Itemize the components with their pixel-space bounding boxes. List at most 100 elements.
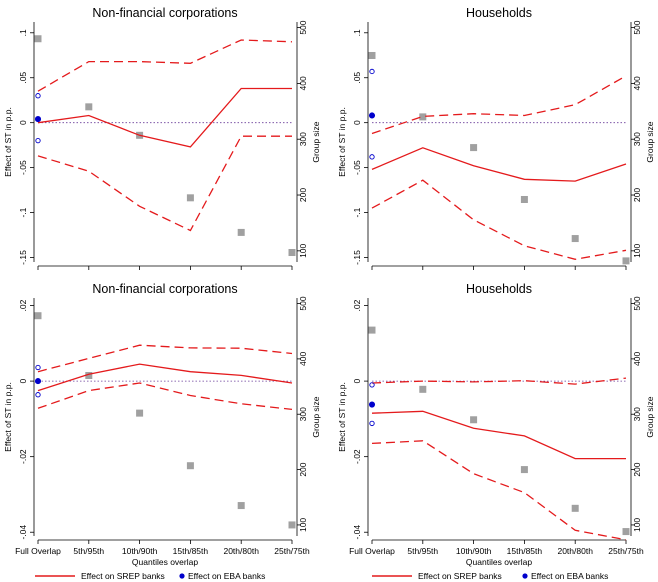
- srep-upper-ci-line: [37, 344, 293, 373]
- y2-tick-label: 300: [298, 132, 308, 146]
- srep-lower-ci-line: [37, 135, 292, 232]
- y-tick-label: 0: [18, 120, 28, 125]
- y2-tick-label: 400: [632, 352, 642, 366]
- x-tick-label: 15th/85th: [173, 546, 209, 556]
- eba-effect-point: [368, 112, 376, 119]
- y-axis-label: Effect of ST in p.p.: [3, 107, 13, 177]
- x-tick-label: Full Overlap: [15, 546, 61, 556]
- group-size-marker: [622, 528, 630, 536]
- srep-upper-ci-line: [371, 377, 627, 385]
- y2-tick-label: 500: [632, 296, 642, 310]
- y-tick-label: 0: [18, 378, 28, 383]
- eba-ci-point: [369, 420, 375, 427]
- y-axis-label: Effect of ST in p.p.: [337, 107, 347, 177]
- x-tick-label: 15th/85th: [507, 546, 543, 556]
- y2-tick-label: 200: [298, 462, 308, 476]
- y2-tick-label: 100: [298, 518, 308, 532]
- y2-tick-label: 500: [632, 20, 642, 34]
- srep-effect-line: [371, 410, 626, 460]
- eba-ci-point: [35, 364, 41, 371]
- group-size-marker: [186, 194, 194, 202]
- group-size-marker: [520, 466, 528, 474]
- x-tick-label: 25th/75th: [608, 546, 644, 556]
- group-size-marker: [237, 228, 245, 236]
- chart-panel-4: Households .02 0 -.02 -.04 Effect of ST in p.…: [337, 282, 655, 567]
- y2-axis-label: Group size: [311, 121, 321, 162]
- chart-panel-1: Non-financial corporations .1 .05 0 -.05 -.1 -…: [3, 6, 321, 270]
- y2-tick-label: 400: [632, 76, 642, 90]
- group-size-marker: [237, 502, 245, 510]
- legend-eba-label: Effect on EBA banks: [531, 571, 608, 581]
- group-size-marker: [470, 144, 478, 152]
- x-tick-label: 5th/95th: [407, 546, 438, 556]
- eba-ci-point: [35, 93, 41, 99]
- srep-lower-ci-line: [371, 440, 627, 541]
- group-size-marker: [520, 195, 528, 203]
- chart-panel-3: Non-financial corporations .02 0 -.02 -.04 Ef…: [3, 282, 321, 567]
- y2-tick-label: 400: [298, 352, 308, 366]
- y-tick-label: -.02: [18, 449, 28, 464]
- y2-tick-label: 300: [298, 407, 308, 421]
- eba-effect-point: [368, 401, 376, 408]
- y2-tick-label: 200: [298, 188, 308, 202]
- y-tick-label: -.15: [352, 250, 362, 265]
- chart-title: Non-financial corporations: [92, 282, 237, 296]
- y-tick-label: -.15: [18, 250, 28, 265]
- group-size-marker: [186, 462, 194, 470]
- eba-ci-point: [369, 154, 375, 160]
- x-tick-label: 5th/95th: [73, 546, 104, 556]
- chart-title: Households: [466, 6, 532, 20]
- group-size-marker: [85, 103, 93, 111]
- legend-left: Effect on SREP banks Effect on EBA banks: [35, 571, 265, 581]
- chart-title: Non-financial corporations: [92, 6, 237, 20]
- y-tick-label: .02: [352, 299, 362, 311]
- y-tick-label: .02: [18, 299, 28, 311]
- y2-tick-label: 100: [298, 243, 308, 257]
- eba-ci-point: [369, 382, 375, 388]
- legend-srep-label: Effect on SREP banks: [81, 571, 165, 581]
- y-tick-label: .05: [18, 72, 28, 84]
- x-axis-label: Quantiles overlap: [466, 557, 532, 567]
- group-size-marker: [136, 409, 144, 417]
- x-tick-label: 25th/75th: [274, 546, 310, 556]
- y2-tick-label: 500: [298, 20, 308, 34]
- group-size-marker: [34, 35, 42, 43]
- y2-tick-label: 100: [632, 518, 642, 532]
- y-tick-label: .1: [18, 29, 28, 36]
- y-tick-label: .1: [352, 29, 362, 36]
- y-tick-label: -.04: [352, 525, 362, 540]
- group-size-marker: [622, 257, 630, 265]
- x-tick-label: 10th/90th: [456, 546, 492, 556]
- x-tick-label: 10th/90th: [122, 546, 158, 556]
- chart-panel-2: Households .1 .05 0 -.05 -.1 -.15 Effect of ST …: [337, 6, 655, 270]
- legend-right: Effect on SREP banks Effect on EBA banks: [372, 571, 608, 581]
- eba-ci-point: [35, 392, 41, 398]
- group-size-marker: [368, 51, 376, 59]
- group-size-marker: [571, 504, 579, 512]
- eba-ci-point: [35, 138, 41, 144]
- x-axis-label: Quantiles overlap: [132, 557, 198, 567]
- y2-axis-label: Group size: [645, 396, 655, 437]
- eba-ci-point: [369, 68, 375, 75]
- legend-eba-marker: [522, 573, 528, 579]
- group-size-marker: [419, 113, 427, 121]
- y-tick-label: -.04: [18, 525, 28, 540]
- group-size-marker: [419, 385, 427, 393]
- srep-effect-line: [37, 363, 293, 392]
- y-axis-label: Effect of ST in p.p.: [3, 382, 13, 452]
- group-size-marker: [571, 235, 579, 243]
- group-size-marker: [470, 416, 478, 424]
- x-tick-label: Full Overlap: [349, 546, 395, 556]
- y2-tick-label: 500: [298, 296, 308, 310]
- y-tick-label: -.1: [352, 207, 362, 217]
- y-axis-label: Effect of ST in p.p.: [337, 382, 347, 452]
- group-size-marker: [368, 326, 376, 334]
- group-size-marker: [288, 521, 296, 529]
- y-tick-label: -.1: [18, 207, 28, 217]
- srep-lower-ci-line: [371, 179, 627, 260]
- eba-effect-point: [34, 378, 42, 385]
- y2-tick-label: 300: [632, 132, 642, 146]
- y-tick-label: -.05: [352, 160, 362, 175]
- y-tick-label: .05: [352, 72, 362, 84]
